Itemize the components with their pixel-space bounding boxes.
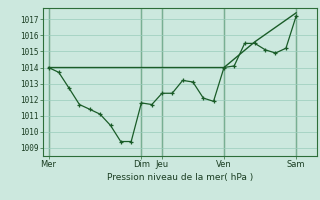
X-axis label: Pression niveau de la mer( hPa ): Pression niveau de la mer( hPa ) [107,173,253,182]
